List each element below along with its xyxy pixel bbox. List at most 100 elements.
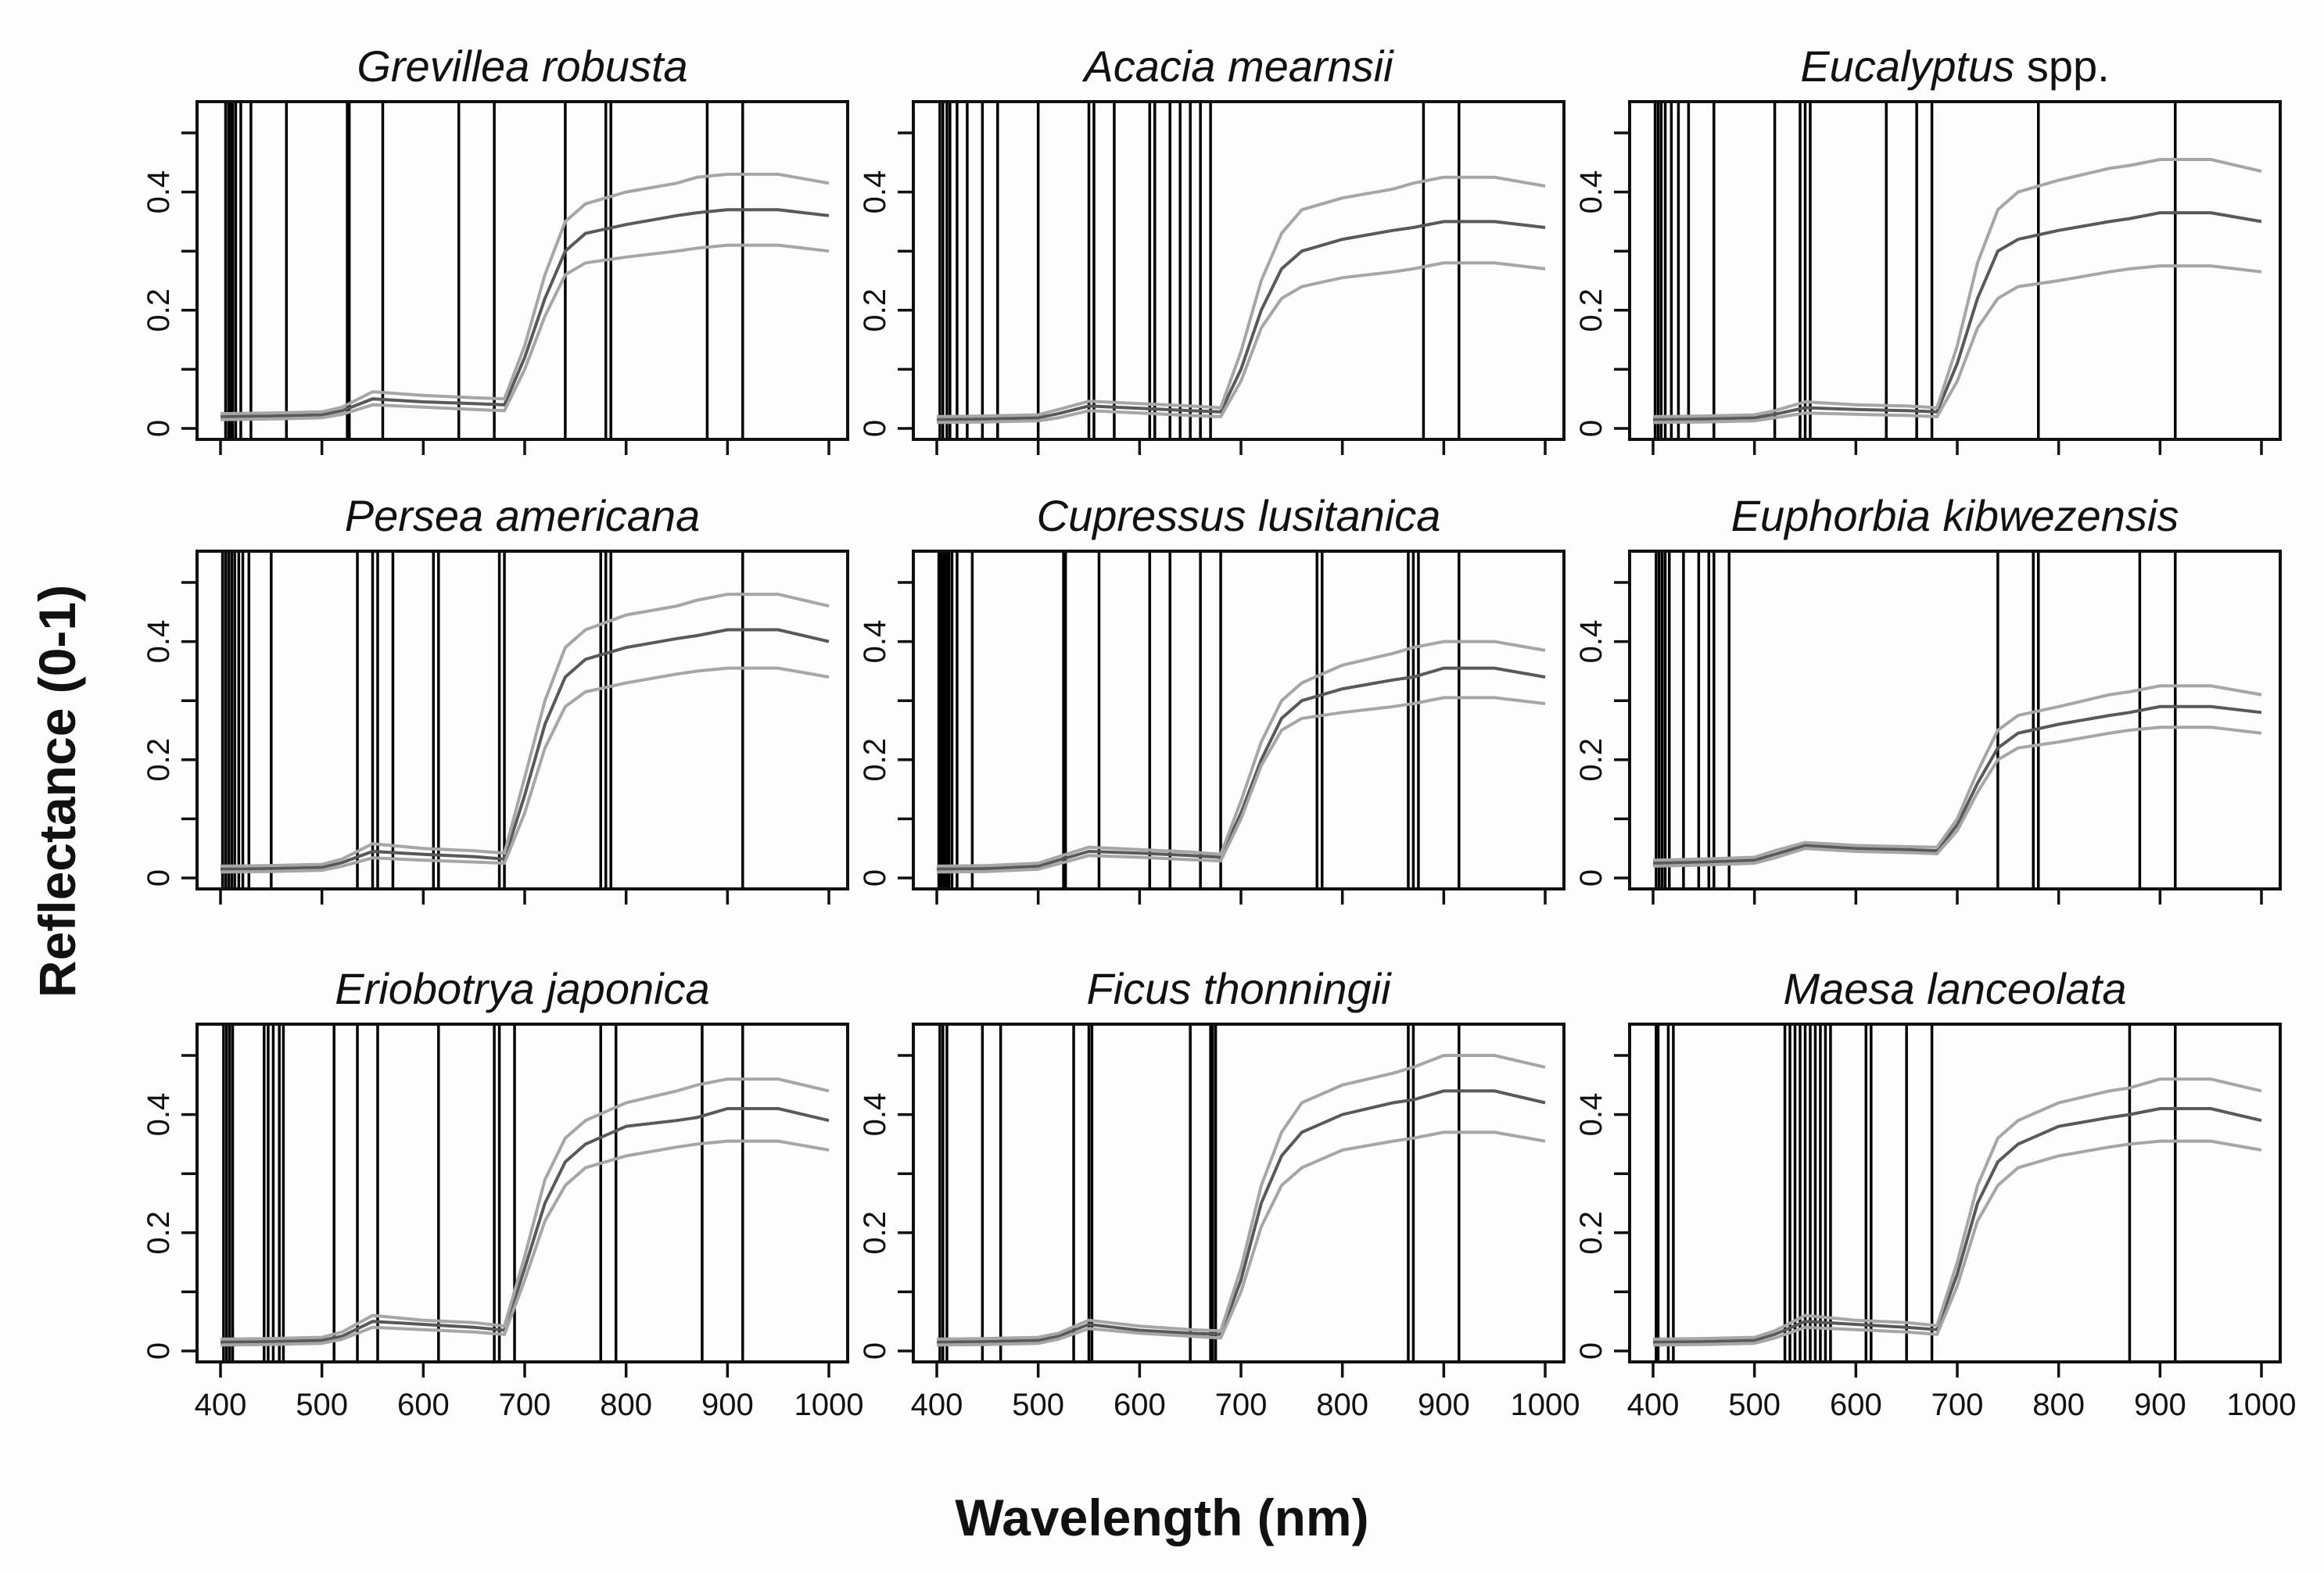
panel-title: Maesa lanceolata [1784, 964, 2127, 1013]
panel-title: Cupressus lusitanica [1037, 491, 1441, 540]
y-tick-label: 0.4 [142, 620, 176, 664]
y-tick-label: 0.2 [1574, 288, 1609, 332]
band-lines [1655, 551, 2177, 889]
plot-frame [195, 100, 849, 441]
x-tick-label: 400 [1627, 1388, 1680, 1422]
panel-title-italic: Euphorbia kibwezensis [1731, 491, 2179, 540]
series-upper [220, 172, 830, 416]
x-tick-label: 1000 [2227, 1388, 2297, 1422]
series-lower [936, 1130, 1546, 1347]
panel-title-italic: Maesa lanceolata [1784, 964, 2127, 1013]
series-upper [220, 1077, 830, 1341]
y-tick-label: 0.2 [142, 288, 176, 332]
series-lower [1652, 264, 2262, 425]
series-upper [1652, 1077, 2262, 1341]
panel-title-italic: Eucalyptus [1800, 41, 2014, 91]
x-tick-label: 500 [1728, 1388, 1781, 1422]
y-tick-label: 0 [142, 869, 176, 887]
panel-title-italic: Eriobotrya japonica [335, 964, 709, 1013]
panel-1: Grevillea robusta 0 0.2 0.4 [142, 41, 849, 455]
panel-title-italic: Persea americana [345, 491, 700, 540]
y-tick-label: 0.2 [858, 288, 892, 332]
series-upper [220, 593, 830, 868]
panel-title-italic: Acacia mearnsii [1081, 41, 1394, 91]
panel-title-italic: Grevillea robusta [357, 41, 687, 91]
band-lines [938, 1024, 1461, 1362]
series-lower [936, 261, 1546, 425]
y-tick-label: 0 [1574, 420, 1609, 437]
y-tick-label: 0 [142, 1342, 176, 1360]
plot-frame [912, 550, 1565, 890]
series-lower [1652, 726, 2262, 868]
series-lower [220, 1139, 830, 1347]
x-tick-label: 700 [1931, 1388, 1984, 1422]
plot-frame [195, 550, 849, 890]
y-tick-label: 0 [858, 420, 892, 437]
series-upper [1652, 158, 2262, 418]
series-mean [220, 208, 830, 418]
series-lower [1652, 1139, 2262, 1347]
y-tick-label: 0 [1574, 1342, 1609, 1360]
series-mean [1652, 704, 2262, 865]
x-tick-label: 900 [2134, 1388, 2186, 1422]
x-tick-label: 900 [1418, 1388, 1470, 1422]
x-tick-label: 800 [1316, 1388, 1368, 1422]
y-tick-label: 0.4 [1574, 620, 1609, 664]
x-tick-label: 600 [397, 1388, 450, 1422]
y-tick-label: 0 [858, 869, 892, 887]
panel-title: Acacia mearnsii [1081, 41, 1394, 91]
y-axis-label: Reflectance (0-1) [28, 585, 86, 998]
x-tick-label: 700 [499, 1388, 551, 1422]
plot-frame [912, 100, 1565, 441]
x-tick-label: 500 [1012, 1388, 1064, 1422]
band-lines [222, 1024, 744, 1362]
panel-6: Euphorbia kibwezensis 0 0.2 0.4 [1574, 491, 2282, 905]
x-tick-label: 600 [1114, 1388, 1166, 1422]
y-tick-label: 0.2 [1574, 738, 1609, 782]
panel-title: Grevillea robusta [357, 41, 687, 91]
plot-frame [1628, 100, 2282, 441]
y-tick-label: 0.2 [142, 1211, 176, 1255]
plot-frame [912, 1023, 1565, 1363]
band-lines [937, 551, 1461, 889]
panel-4: Persea americana 0 0.2 0.4 [142, 491, 849, 905]
panel-title: Eucalyptus spp. [1800, 41, 2109, 91]
x-axis-label: Wavelength (nm) [955, 1489, 1368, 1546]
y-tick-label: 0 [858, 1342, 892, 1360]
y-tick-label: 0 [1574, 869, 1609, 887]
panel-5: Cupressus lusitanica 0 0.2 0.4 [858, 491, 1565, 905]
y-tick-label: 0.2 [858, 738, 892, 782]
panel-7: Eriobotrya japonica 0 0.2 0.4 400 500 600 700 80… [142, 964, 863, 1422]
series-mean [220, 1107, 830, 1344]
x-tick-label: 900 [701, 1388, 754, 1422]
panel-9: Maesa lanceolata 0 0.2 0.4 400 500 600 700 800 90… [1574, 964, 2296, 1422]
series-mean [936, 220, 1546, 421]
series-lower [936, 696, 1546, 874]
series-mean [936, 1089, 1546, 1344]
series-upper [936, 175, 1546, 418]
band-lines [221, 551, 744, 889]
y-tick-label: 0.4 [142, 1093, 176, 1137]
series-mean [220, 628, 830, 871]
y-tick-label: 0.2 [142, 738, 176, 782]
y-tick-label: 0.2 [1574, 1211, 1609, 1255]
x-tick-label: 700 [1215, 1388, 1268, 1422]
y-tick-label: 0.4 [142, 170, 176, 214]
x-tick-label: 800 [2032, 1388, 2085, 1422]
series-upper [936, 1054, 1546, 1341]
panel-title-italic: Cupressus lusitanica [1037, 491, 1441, 540]
x-tick-label: 800 [600, 1388, 652, 1422]
y-tick-label: 0.4 [858, 620, 892, 664]
y-tick-label: 0.4 [1574, 170, 1609, 214]
panel-title-italic: Ficus thonningii [1086, 964, 1392, 1013]
panel-title: Euphorbia kibwezensis [1731, 491, 2179, 540]
band-lines [938, 102, 1461, 439]
y-tick-label: 0.2 [858, 1211, 892, 1255]
panel-3: Eucalyptus spp. 0 0.2 0.4 [1574, 41, 2282, 455]
plot-frame [1628, 1023, 2282, 1363]
x-tick-label: 600 [1830, 1388, 1882, 1422]
panel-title: Ficus thonningii [1086, 964, 1392, 1013]
series-lower [220, 243, 830, 421]
x-tick-label: 500 [296, 1388, 348, 1422]
